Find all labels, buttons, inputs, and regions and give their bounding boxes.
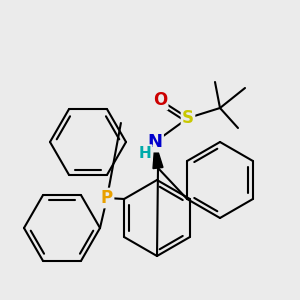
Text: N: N [148, 133, 163, 151]
Polygon shape [153, 142, 163, 169]
Text: H: H [139, 146, 152, 160]
Text: P: P [101, 189, 113, 207]
Text: S: S [182, 109, 194, 127]
Text: O: O [153, 91, 167, 109]
